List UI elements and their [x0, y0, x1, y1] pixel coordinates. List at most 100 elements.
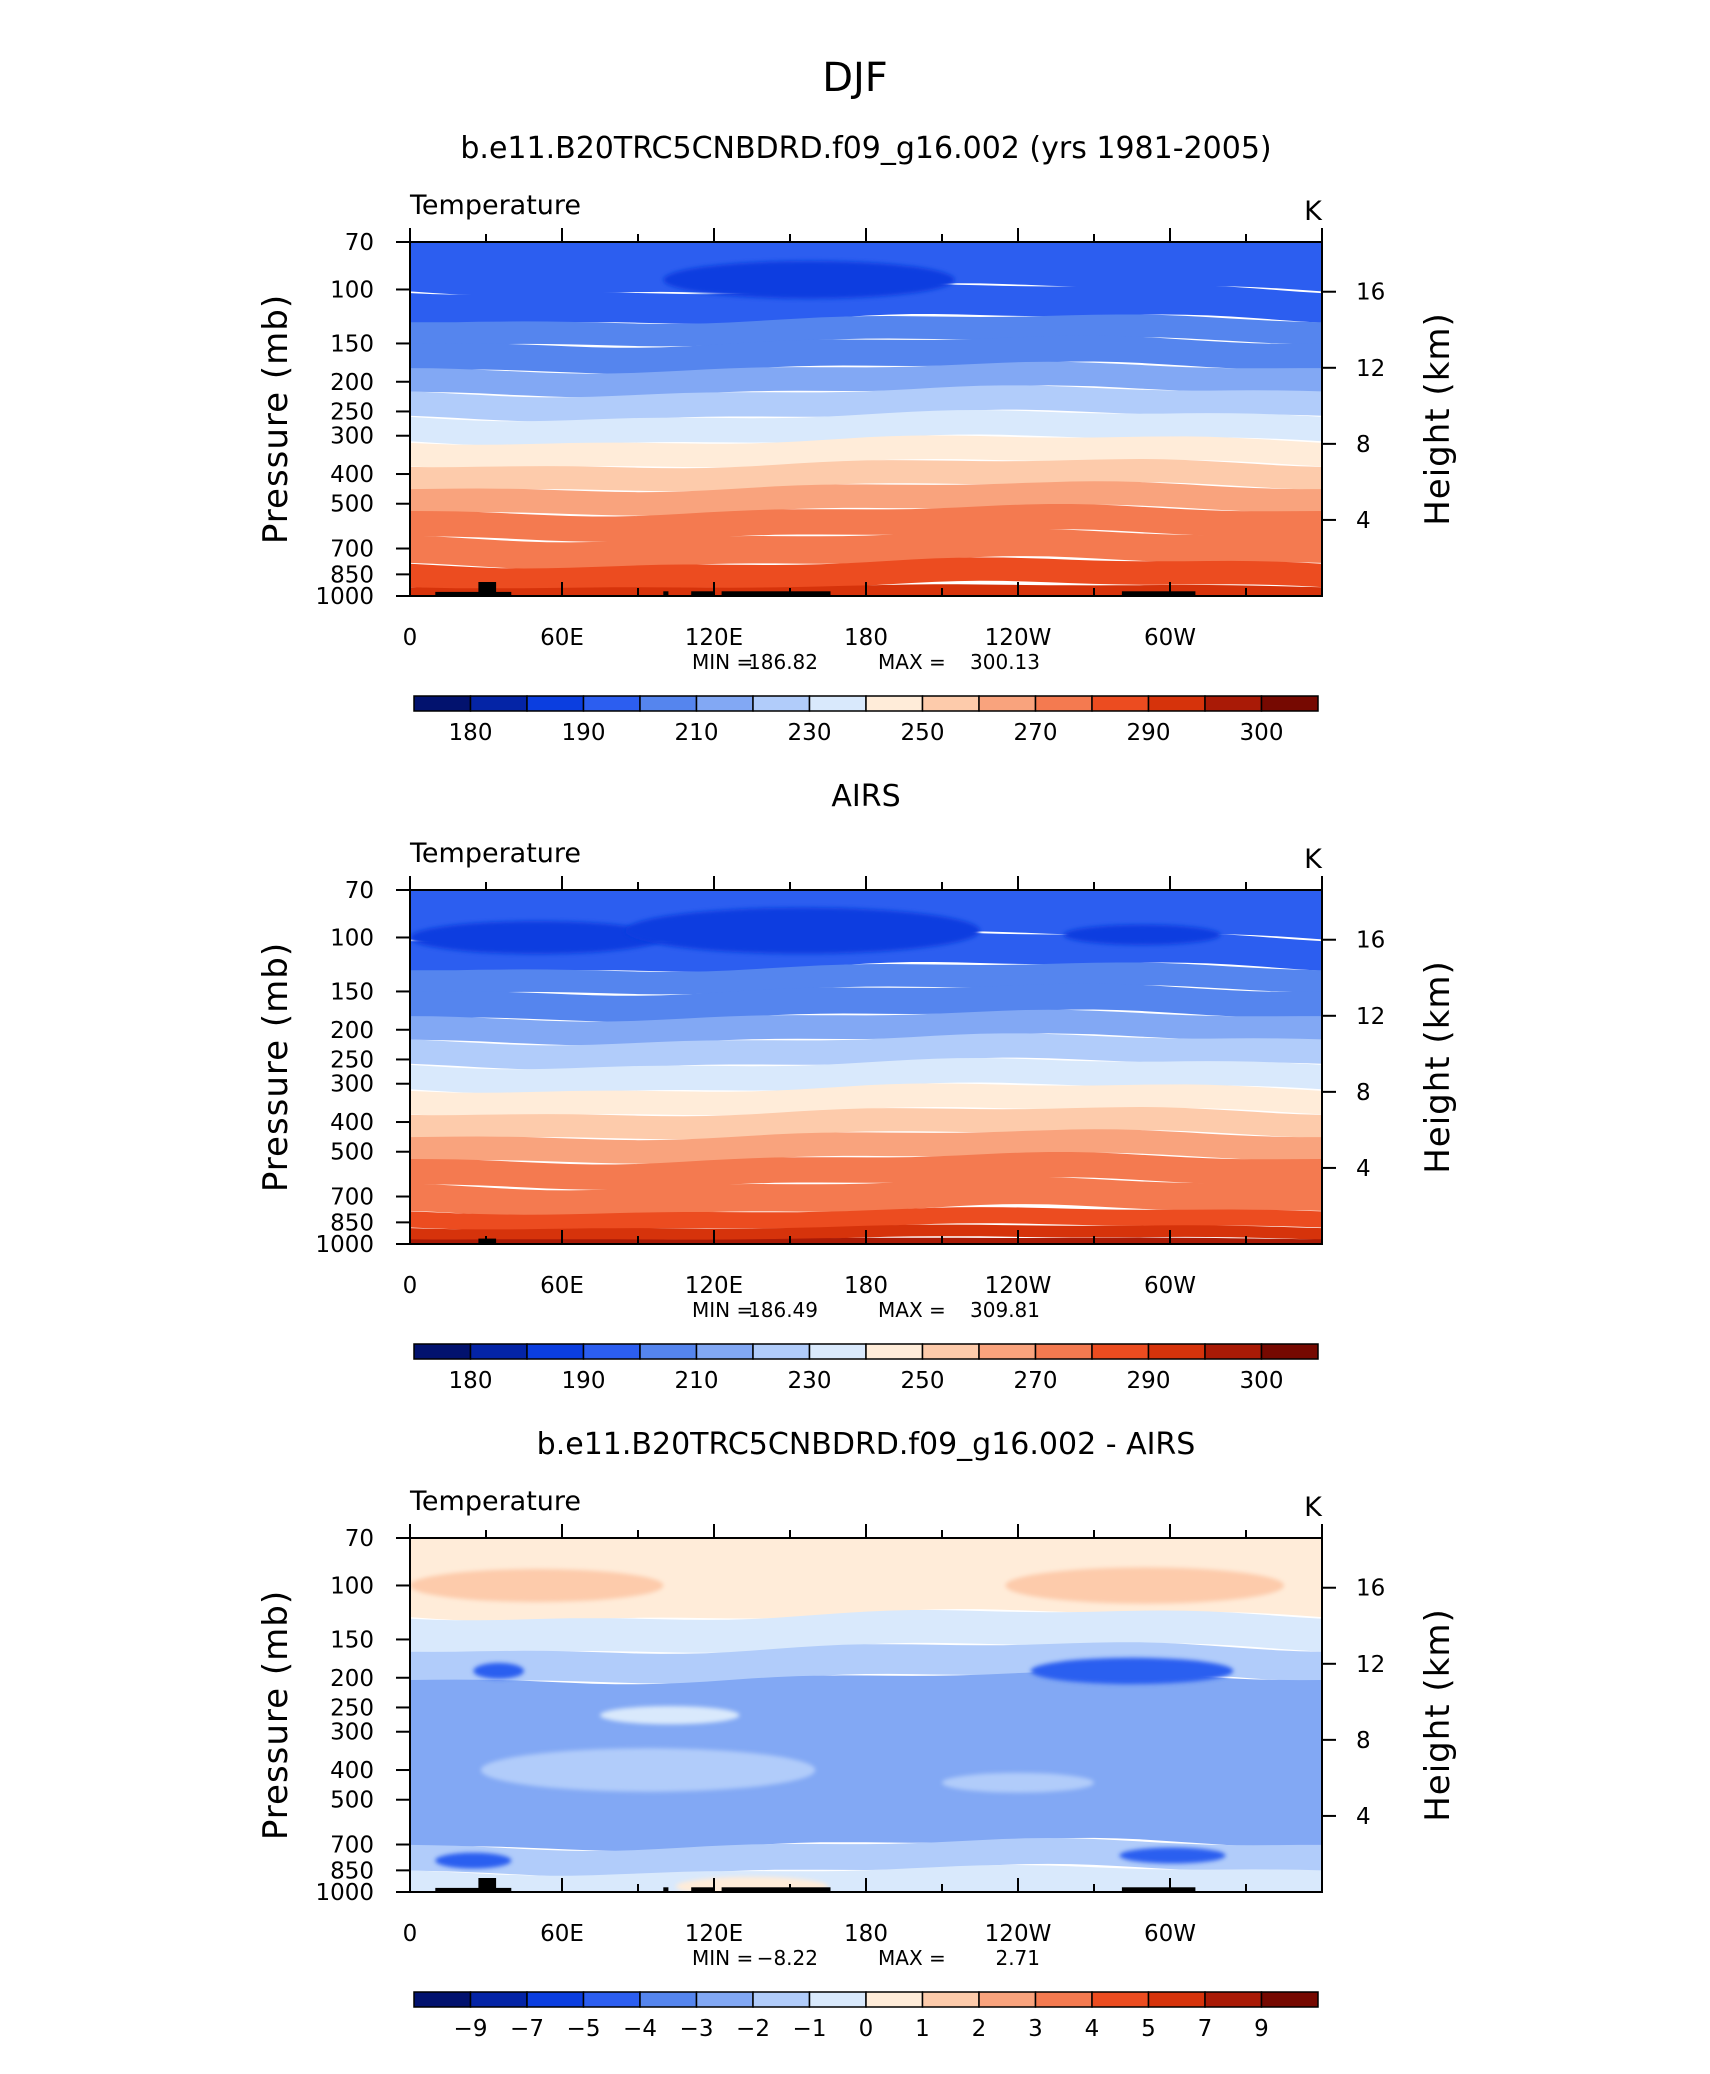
contour-band: [410, 284, 1322, 325]
figure-title: DJF: [822, 55, 888, 101]
colorbar-label: 210: [675, 720, 719, 746]
x-tick-label: 60E: [540, 1273, 584, 1299]
colorbar-label: 9: [1254, 2016, 1269, 2042]
terrain-mask: [435, 591, 512, 596]
y-tick-label: 500: [330, 1788, 374, 1814]
colorbar-label: 230: [788, 1368, 832, 1394]
panel-2: AIRS Temperature K 0 60E 120E 180 120W 60W 70 100 1…: [256, 779, 1458, 1394]
panel-1: b.e11.B20TRC5CNBDRD.f09_g16.002 (yrs 198…: [256, 131, 1458, 746]
colorbar-box: [808, 1343, 867, 1360]
contour-band: [410, 557, 1322, 592]
colorbar-box: [1091, 1343, 1150, 1360]
variable-label: Temperature: [409, 190, 581, 221]
contour-band: [410, 1129, 1322, 1164]
colorbar-box: [752, 1991, 811, 2008]
plot-area: [410, 1538, 1322, 1892]
x-tick-label: 120E: [685, 1921, 743, 1947]
contour-band: [410, 1207, 1322, 1231]
y-tick-label: 1000: [315, 1232, 374, 1258]
x-tick-label: 60E: [540, 1921, 584, 1947]
y-tick-label-right: 4: [1356, 1156, 1371, 1182]
colorbar-box: [865, 1991, 924, 2008]
terrain-mask: [478, 1878, 497, 1892]
colorbar-box: [1091, 695, 1150, 712]
y-axis-label: Pressure (mb): [256, 1590, 296, 1840]
min-label: MIN =: [692, 1298, 753, 1322]
units-label: K: [1304, 196, 1323, 227]
y-tick-label: 150: [330, 1627, 374, 1653]
y-tick-label-right: 8: [1356, 1080, 1371, 1106]
colorbar-label: 230: [788, 720, 832, 746]
y-tick-label: 700: [330, 1833, 374, 1859]
y-axis-label: Pressure (mb): [256, 294, 296, 544]
y-tick-label: 250: [330, 1047, 374, 1073]
colorbar-label: 250: [901, 1368, 945, 1394]
colorbar-label: 7: [1198, 2016, 1213, 2042]
y-tick-label: 200: [330, 370, 374, 396]
variable-label: Temperature: [409, 838, 581, 869]
terrain-mask: [721, 1887, 831, 1892]
y-tick-label-right: 4: [1356, 1804, 1371, 1830]
contour-band: [410, 335, 1322, 374]
colorbar-label: 290: [1127, 1368, 1171, 1394]
y-tick-label: 700: [330, 1185, 374, 1211]
colorbar-box: [469, 1343, 528, 1360]
contour-band: [410, 410, 1322, 446]
y-tick-label: 250: [330, 1695, 374, 1721]
x-tick-label: 120W: [985, 625, 1052, 651]
colorbar-box: [639, 1343, 698, 1360]
colorbar-label: 2: [972, 2016, 987, 2042]
y-tick-label-right: 4: [1356, 508, 1371, 534]
y-tick-label-right: 8: [1356, 432, 1371, 458]
contour-band: [410, 1642, 1322, 1684]
colorbar-box: [639, 1991, 698, 2008]
terrain-mask: [691, 591, 714, 596]
colorbar-label: −5: [567, 2016, 601, 2042]
min-value: 186.49: [748, 1298, 818, 1322]
x-tick-label: 120E: [685, 1273, 743, 1299]
y-tick-label: 150: [330, 331, 374, 357]
min-value: 186.82: [748, 650, 818, 674]
y-tick-label-right: 12: [1356, 1652, 1385, 1678]
units-label: K: [1304, 844, 1323, 875]
colorbar-box: [921, 1343, 980, 1360]
colorbar-box: [865, 695, 924, 712]
y-tick-label: 1000: [315, 584, 374, 610]
colorbar-label: 4: [1085, 2016, 1100, 2042]
colorbar-label: 0: [859, 2016, 874, 2042]
y-tick-label: 700: [330, 537, 374, 563]
colorbar-box: [1147, 1343, 1206, 1360]
y-tick-label: 400: [330, 1110, 374, 1136]
y-tick-label-right: 16: [1356, 1576, 1385, 1602]
contour-band: [410, 1107, 1322, 1140]
colorbar: 180 190 210 230 250 270 290 300: [413, 695, 1319, 746]
colorbar-box: [1147, 1991, 1206, 2008]
colorbar-label: 180: [449, 1368, 493, 1394]
colorbar-label: 190: [562, 720, 606, 746]
x-tick-label: 0: [403, 1273, 418, 1299]
colorbar-box: [413, 1343, 472, 1360]
colorbar-label: 250: [901, 720, 945, 746]
min-max-stats: MIN = −8.22 MAX = 2.71: [692, 1946, 1040, 1970]
y-tick-label-right: 16: [1356, 928, 1385, 954]
max-label: MAX =: [878, 650, 946, 674]
panel-title: b.e11.B20TRC5CNBDRD.f09_g16.002 (yrs 198…: [460, 131, 1271, 166]
y-tick-label: 300: [330, 424, 374, 450]
y-axis-right: 16 12 8 4: [1322, 928, 1385, 1182]
contour-region: [410, 1569, 664, 1602]
contour-band: [410, 1033, 1322, 1070]
y-axis-right: 16 12 8 4: [1322, 280, 1385, 534]
colorbar-label: −4: [623, 2016, 657, 2042]
contour-band: [410, 1176, 1322, 1218]
contour-band: [410, 385, 1322, 422]
contour-band: [410, 1152, 1322, 1190]
contour-region: [625, 907, 980, 954]
contour-band: [410, 962, 1322, 995]
terrain-mask: [663, 591, 669, 596]
contour-region: [1005, 1567, 1284, 1604]
contour-band: [410, 1009, 1322, 1046]
y-tick-label: 70: [345, 230, 374, 256]
